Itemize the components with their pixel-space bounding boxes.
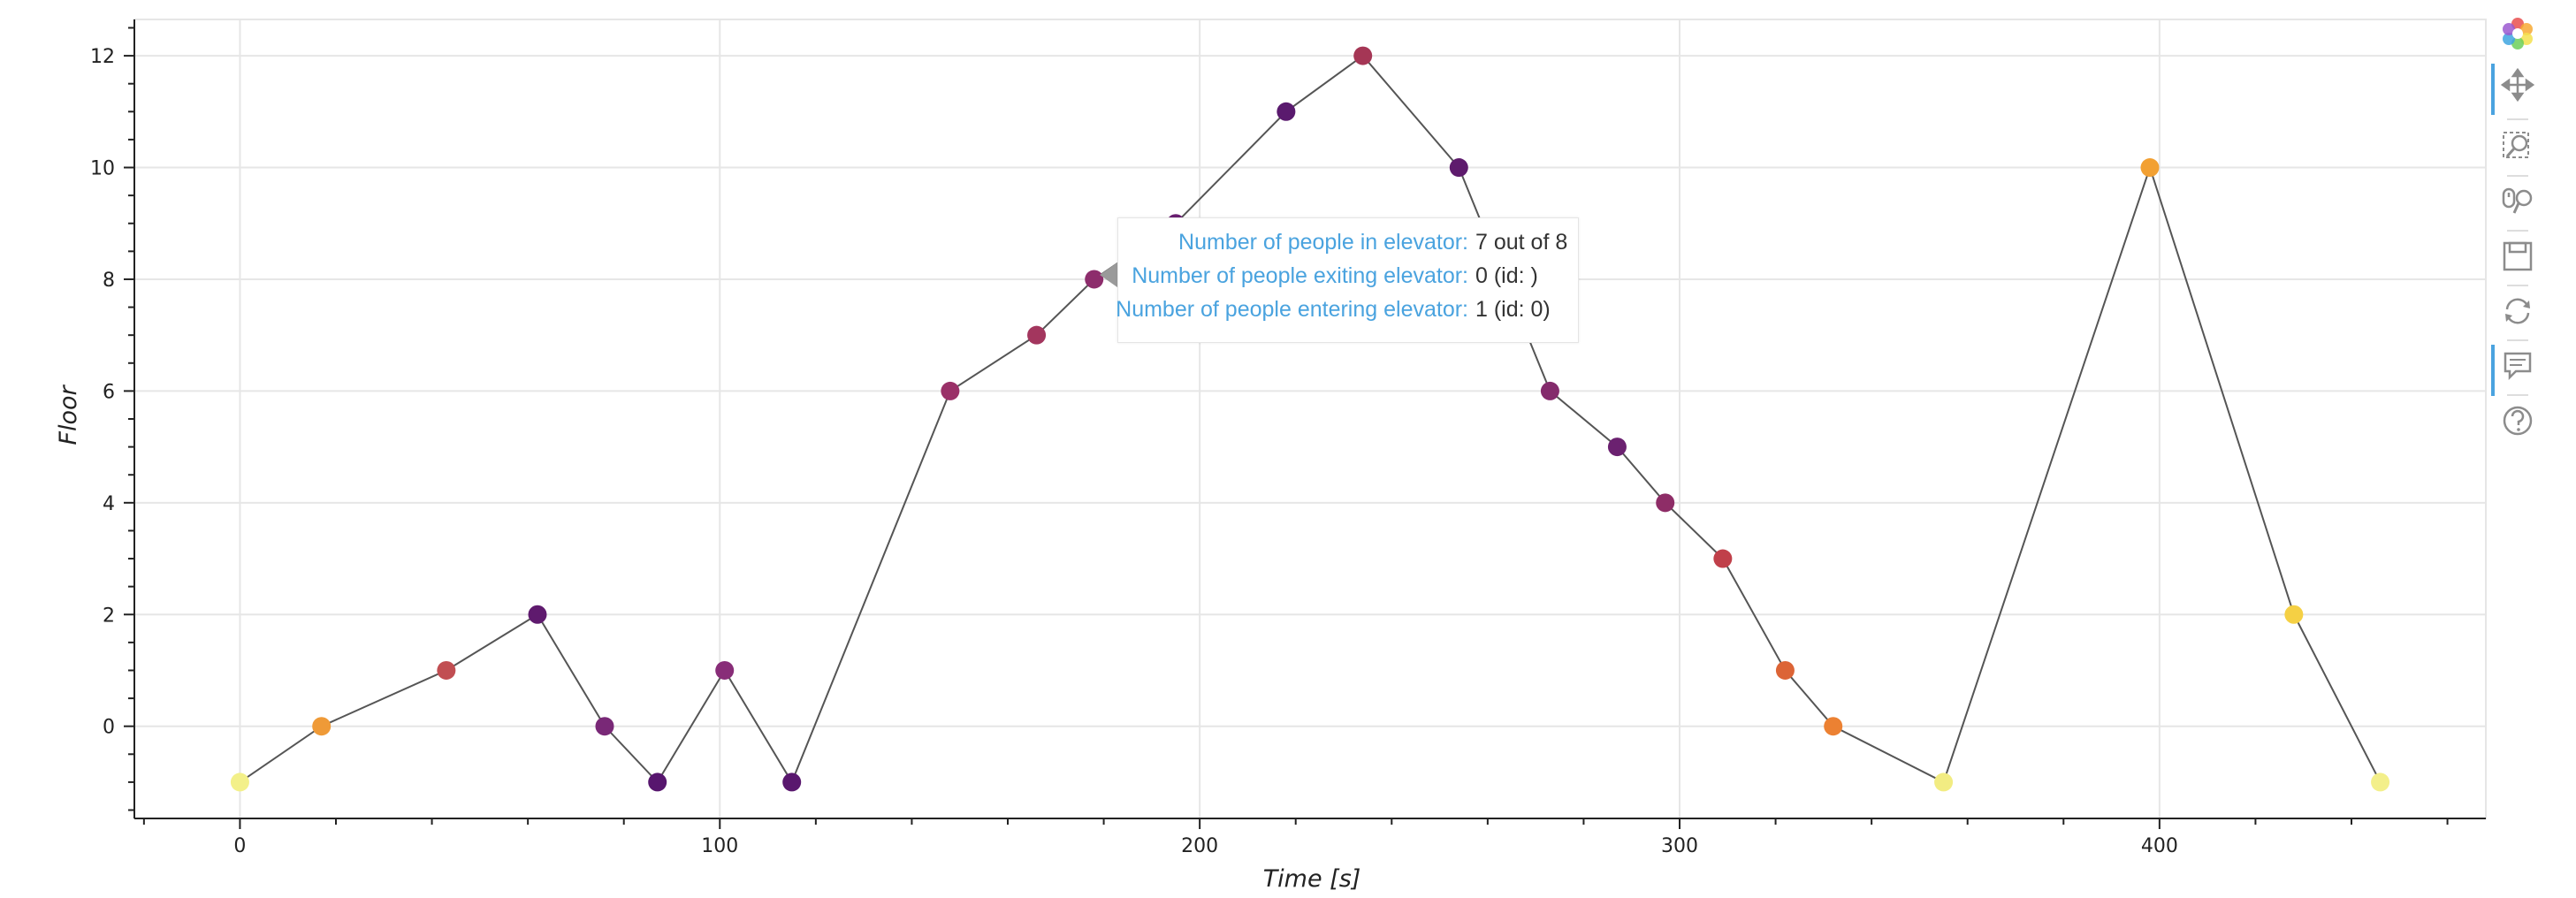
plot-frame xyxy=(133,19,2487,819)
reset-tool-icon xyxy=(2505,298,2530,324)
data-point xyxy=(1449,158,1468,178)
pan-tool-button[interactable] xyxy=(2491,64,2539,115)
toolbar-separator xyxy=(2507,339,2528,341)
x-tick-label: 200 xyxy=(1181,835,1218,857)
data-point xyxy=(1353,46,1373,65)
hover-tool-button[interactable] xyxy=(2491,345,2539,396)
data-point xyxy=(2140,158,2160,178)
tooltip-row-in-elevator: Number of people in elevator: 7 out of 8 xyxy=(1118,227,1578,257)
tooltip-value: 0 (id: ) xyxy=(1475,263,1538,288)
data-point xyxy=(648,772,667,792)
data-point xyxy=(1085,270,1104,289)
data-point xyxy=(715,660,735,680)
wheel-zoom-tool-icon xyxy=(2502,187,2533,214)
tooltip-label: Number of people in elevator: xyxy=(1178,230,1468,255)
help-tool-button[interactable] xyxy=(2496,400,2539,442)
y-tick-label: 8 xyxy=(103,270,115,292)
save-tool-button[interactable] xyxy=(2496,235,2539,278)
toolbar-separator xyxy=(2507,118,2528,120)
data-point xyxy=(1607,438,1627,457)
wheel-zoom-tool-button[interactable] xyxy=(2496,180,2539,223)
data-point xyxy=(1775,660,1795,680)
tooltip-value: 1 (id: 0) xyxy=(1475,297,1551,322)
y-tick-label: 0 xyxy=(103,717,115,739)
data-point xyxy=(1934,772,1954,792)
x-tick-label: 400 xyxy=(2141,835,2178,857)
data-point xyxy=(437,660,456,680)
y-tick-label: 12 xyxy=(90,46,115,68)
toolbar-separator xyxy=(2507,285,2528,286)
data-point xyxy=(941,381,960,400)
data-point xyxy=(595,717,614,736)
box-zoom-tool-icon xyxy=(2503,132,2529,158)
tooltip-arrow xyxy=(1100,263,1117,287)
chart-toolbar xyxy=(2491,12,2544,454)
data-point xyxy=(1540,381,1559,400)
toolbar-separator xyxy=(2507,175,2528,177)
x-tick-label: 0 xyxy=(233,835,246,857)
pan-tool-icon xyxy=(2500,67,2535,103)
y-axis-title: Floor xyxy=(55,384,82,445)
tooltip-value: 7 out of 8 xyxy=(1475,230,1568,255)
data-point xyxy=(1824,717,1843,736)
x-gridlines xyxy=(239,19,2161,818)
data-point xyxy=(782,772,802,792)
x-axis-title: Time [s] xyxy=(1263,865,1361,893)
data-point xyxy=(312,717,332,736)
tooltip-row-exiting: Number of people exiting elevator: 0 (id… xyxy=(1118,261,1578,291)
bokeh-logo-icon[interactable] xyxy=(2496,12,2539,55)
data-point xyxy=(1713,549,1733,568)
y-tick-label: 6 xyxy=(103,381,115,403)
data-point xyxy=(1656,493,1675,513)
data-point xyxy=(528,605,547,624)
box-zoom-tool-button[interactable] xyxy=(2496,126,2539,168)
hover-tool-icon xyxy=(2504,352,2532,381)
reset-tool-button[interactable] xyxy=(2496,290,2539,332)
tooltip-label: Number of people entering elevator: xyxy=(1116,297,1468,322)
tooltip-row-entering: Number of people entering elevator: 1 (i… xyxy=(1116,294,1578,324)
x-tick-label: 100 xyxy=(701,835,738,857)
y-tick-label: 4 xyxy=(103,493,115,515)
data-point xyxy=(1277,102,1296,121)
x-tick-labels: 0 100 200 300 400 xyxy=(233,835,2177,857)
data-point xyxy=(2371,772,2390,792)
toolbar-separator xyxy=(2507,394,2528,396)
y-tick-label: 2 xyxy=(103,605,115,627)
save-tool-icon xyxy=(2503,241,2533,271)
help-tool-icon xyxy=(2503,406,2533,436)
x-tick-label: 300 xyxy=(1661,835,1698,857)
data-point xyxy=(1027,325,1047,345)
data-point xyxy=(2284,605,2304,624)
y-gridlines xyxy=(134,55,2486,727)
data-point xyxy=(230,772,249,792)
hover-tooltip: Number of people in elevator: 7 out of 8… xyxy=(1116,217,1579,343)
axes xyxy=(124,19,2486,829)
y-tick-labels: 0 2 4 6 8 10 12 xyxy=(90,46,115,739)
tooltip-label: Number of people exiting elevator: xyxy=(1132,263,1468,288)
y-tick-label: 10 xyxy=(90,158,115,180)
toolbar-separator xyxy=(2507,230,2528,232)
